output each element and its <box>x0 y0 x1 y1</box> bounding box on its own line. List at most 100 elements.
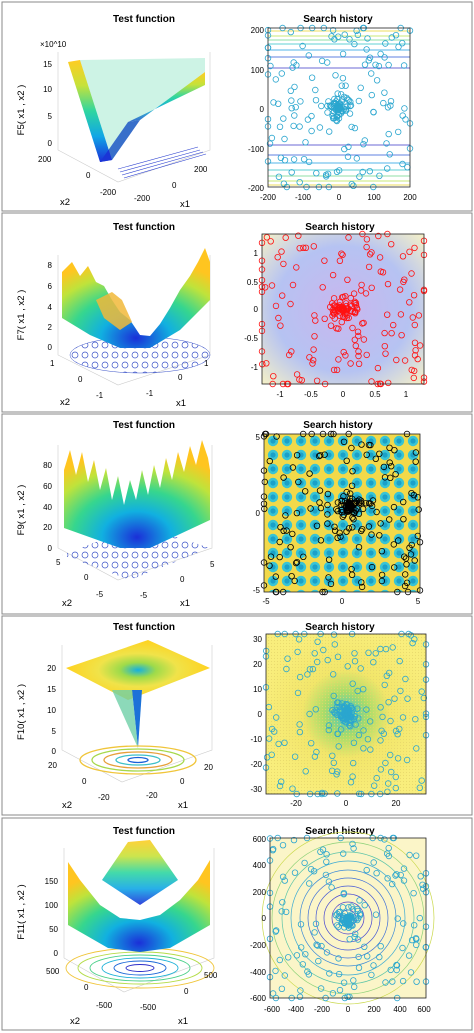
search-point <box>357 527 365 535</box>
search-point <box>342 82 349 89</box>
search-point <box>296 673 304 681</box>
search-point <box>384 788 391 795</box>
search-point <box>377 737 384 744</box>
search-point <box>316 487 324 494</box>
z-tick: 40 <box>43 503 52 512</box>
z-tick: 80 <box>43 461 52 470</box>
x-tick: 1 <box>404 390 409 399</box>
search-point <box>306 710 313 718</box>
search-point <box>337 533 344 540</box>
y-axis-label: x2 <box>60 397 70 408</box>
z-tick: 20 <box>43 523 52 532</box>
search-point <box>286 351 293 359</box>
x-tick: 200 <box>403 193 417 202</box>
search-point <box>329 752 336 759</box>
search-point <box>328 884 335 891</box>
search-point <box>287 300 294 308</box>
search-point <box>377 942 384 950</box>
search-point <box>416 342 424 349</box>
search-point <box>385 130 392 138</box>
axis-box <box>61 645 213 783</box>
search-point <box>390 541 397 548</box>
search-point <box>330 692 337 700</box>
search-point <box>334 790 341 797</box>
search-point <box>281 877 288 884</box>
x-axis-label: x1 <box>176 398 186 409</box>
x-tick: -20 <box>146 791 158 800</box>
search-points <box>266 834 430 1002</box>
search-point <box>283 527 290 534</box>
search-point <box>416 784 423 791</box>
search-point <box>370 962 377 969</box>
z-tick: 150 <box>45 877 59 886</box>
search-point <box>413 745 420 752</box>
search-point <box>329 671 337 678</box>
search-point <box>343 914 350 921</box>
search-point <box>385 669 393 677</box>
search-point <box>307 505 314 512</box>
search-point <box>389 978 396 985</box>
search-point <box>367 70 375 77</box>
x-tick: 200 <box>367 1005 381 1014</box>
search-point <box>304 116 312 123</box>
y-tick: 0 <box>82 777 87 786</box>
x-tick: 600 <box>417 1005 431 1014</box>
search-point <box>381 681 388 689</box>
search-point <box>266 457 274 465</box>
surface-plot-f7: Test function 8 6 4 2 0 1 0 -1 -1 0 1 x2… <box>16 222 211 409</box>
search-point <box>284 655 291 662</box>
surface-title: Test function <box>113 622 175 633</box>
search-point <box>382 979 389 986</box>
search-point <box>294 689 302 697</box>
y-axis-label: x2 <box>62 598 72 609</box>
search-point <box>349 840 356 848</box>
search-point <box>277 523 284 531</box>
search-point <box>343 704 350 712</box>
row-f10: Test function 20 15 10 5 0 20 0 -20 -20 … <box>1 615 473 816</box>
search-point <box>314 942 321 949</box>
search-point <box>326 970 333 977</box>
search-point <box>343 528 350 535</box>
search-point <box>354 705 361 712</box>
search-point <box>377 268 384 275</box>
search-point <box>291 577 298 585</box>
search-point <box>381 342 388 350</box>
search-point <box>382 350 389 357</box>
search-point <box>350 515 357 523</box>
search-point <box>272 76 279 83</box>
plot-frame <box>267 27 411 188</box>
search-point <box>409 639 416 647</box>
search-point <box>398 331 405 339</box>
y-tick: 0 <box>84 983 89 992</box>
search-point <box>348 704 355 711</box>
search-point <box>385 852 393 860</box>
search-point <box>290 59 297 66</box>
x-tick: -200 <box>314 1005 331 1014</box>
search-point <box>349 524 356 531</box>
search-point <box>363 451 370 458</box>
search-point <box>287 87 294 94</box>
search-point <box>296 721 303 728</box>
search-point <box>367 746 374 753</box>
search-point <box>343 488 350 496</box>
search-point <box>295 636 303 643</box>
axis-box <box>57 52 211 183</box>
search-point <box>336 986 344 994</box>
search-point <box>335 325 342 332</box>
y-tick: 0 <box>84 573 89 582</box>
search-point <box>289 530 296 538</box>
search-point <box>372 650 379 657</box>
search-point <box>355 510 363 517</box>
search-point <box>288 572 295 580</box>
search-point <box>272 302 280 310</box>
search-point <box>323 851 330 858</box>
search-point <box>345 314 352 322</box>
search-point <box>285 954 292 961</box>
y-tick: 1 <box>50 359 55 368</box>
search-point <box>370 859 377 866</box>
x-tick: 0 <box>344 799 349 808</box>
search-point <box>376 254 384 261</box>
search-point <box>375 232 382 240</box>
x-tick: 100 <box>367 193 381 202</box>
search-point <box>346 102 354 110</box>
